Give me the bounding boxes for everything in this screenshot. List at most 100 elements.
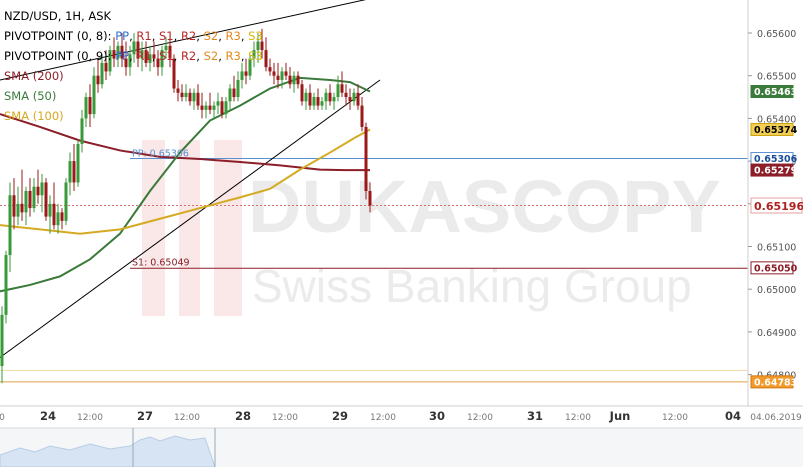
price-pill-other: 0.64783 (750, 375, 797, 389)
candle-body (224, 101, 228, 115)
time-tick-label: 31 (527, 409, 543, 423)
candle-body (120, 45, 124, 59)
price-pill-box (750, 375, 794, 389)
candle (188, 88, 192, 106)
legend-sma-200[interactable]: SMA (200) (4, 69, 64, 83)
price-pill-box (750, 123, 794, 137)
candle (348, 88, 352, 110)
candle (308, 84, 312, 110)
candle-body (256, 41, 260, 51)
price-tick-label: 0.65600 (757, 29, 796, 40)
time-tick-label: 12:00 (174, 413, 200, 423)
price-tick-label: 0.65500 (757, 72, 796, 83)
candle-body (36, 186, 40, 196)
candle-body (284, 71, 288, 76)
trendline-2 (0, 79, 381, 358)
candle (12, 178, 16, 230)
legend-pivot-9-r3: R3 (225, 49, 241, 63)
candle-body (172, 58, 176, 89)
candle (156, 50, 160, 76)
candle (184, 84, 188, 102)
legend-pivot-8-pp: PP (115, 29, 130, 43)
candle (360, 97, 364, 132)
legend-pivot-9[interactable]: PIVOTPOINT (0, 9): PP, R1, S1, R2, S2, R… (4, 49, 263, 63)
candle (312, 92, 316, 110)
candle-body (168, 45, 172, 59)
candle-body (244, 71, 248, 76)
time-tick-label: 04 (725, 409, 741, 423)
candle (276, 62, 280, 89)
candle (24, 186, 28, 226)
candle (160, 45, 164, 76)
chart-legend: NZD/USD, 1H, ASK PIVOTPOINT (0, 8): PP, … (4, 6, 263, 126)
price-pill-label: 0.65279 (754, 166, 797, 177)
legend-sma-100[interactable]: SMA (100) (4, 109, 64, 123)
candle-body (184, 92, 188, 98)
legend-pivot-9-pp: PP (115, 49, 130, 63)
candle-body (32, 186, 36, 209)
candle (344, 84, 348, 106)
candle (304, 88, 308, 110)
candle-body (300, 84, 304, 102)
candle (80, 109, 84, 153)
candle (120, 33, 124, 68)
price-tick-label: 0.65100 (757, 243, 796, 254)
level-labels: PP: 0.65306 S1: 0.65049 (132, 149, 190, 269)
candle (272, 62, 276, 85)
legend-sma-50[interactable]: SMA (50) (4, 89, 57, 103)
candle-body (8, 195, 12, 256)
candle (324, 88, 328, 110)
candle-body (316, 97, 320, 106)
candle-body (364, 126, 368, 191)
candle-body (220, 101, 224, 115)
candle-body (52, 203, 56, 226)
candle (336, 75, 340, 102)
sma-line-200 (0, 113, 370, 172)
time-tick-label: 29 (332, 409, 348, 423)
sma-lines (0, 76, 371, 293)
candle-body (276, 75, 280, 80)
candle (84, 92, 88, 127)
candles (0, 28, 372, 384)
candle (36, 169, 40, 204)
candle (212, 101, 216, 119)
legend-pivot-9-s1: S1 (159, 49, 174, 63)
price-pill-sma200: 0.65279 (750, 163, 797, 177)
candle (264, 37, 268, 72)
candle (328, 84, 332, 106)
candle-body (92, 75, 96, 115)
candle-body (212, 105, 216, 110)
candle-body (328, 92, 332, 102)
candle (32, 178, 36, 213)
candle-body (112, 50, 116, 59)
candle-body (56, 212, 60, 226)
candle (16, 186, 20, 226)
time-tick-label: 12:00 (272, 413, 298, 423)
candle-body (248, 58, 252, 76)
candle-body (232, 88, 236, 98)
candle-body (116, 45, 120, 59)
candle-body (208, 105, 212, 110)
candle-body (76, 144, 80, 183)
candle-body (12, 195, 16, 217)
price-pill-box (750, 197, 803, 214)
candle-body (260, 41, 264, 51)
candle-body (228, 88, 232, 102)
legend-pivot-8[interactable]: PIVOTPOINT (0, 8): PP, R1, S1, R2, S2, R… (4, 29, 263, 43)
candle-body (348, 97, 352, 102)
candle-body (160, 50, 164, 68)
candle (296, 71, 300, 89)
legend-pivot-8-s2: S2 (203, 29, 219, 43)
candle-body (128, 54, 132, 68)
navigator[interactable] (0, 427, 803, 467)
price-tick-label: 0.65400 (757, 114, 796, 125)
candle-body (288, 75, 292, 85)
candle (180, 84, 184, 102)
candle (332, 92, 336, 110)
candle-body (264, 50, 268, 68)
candle-body (188, 92, 192, 102)
dukascopy-watermark: DUKASCOPY Swiss Banking Group (142, 140, 721, 316)
candle (64, 178, 68, 226)
price-pill-box (750, 261, 794, 275)
candle (292, 71, 296, 93)
